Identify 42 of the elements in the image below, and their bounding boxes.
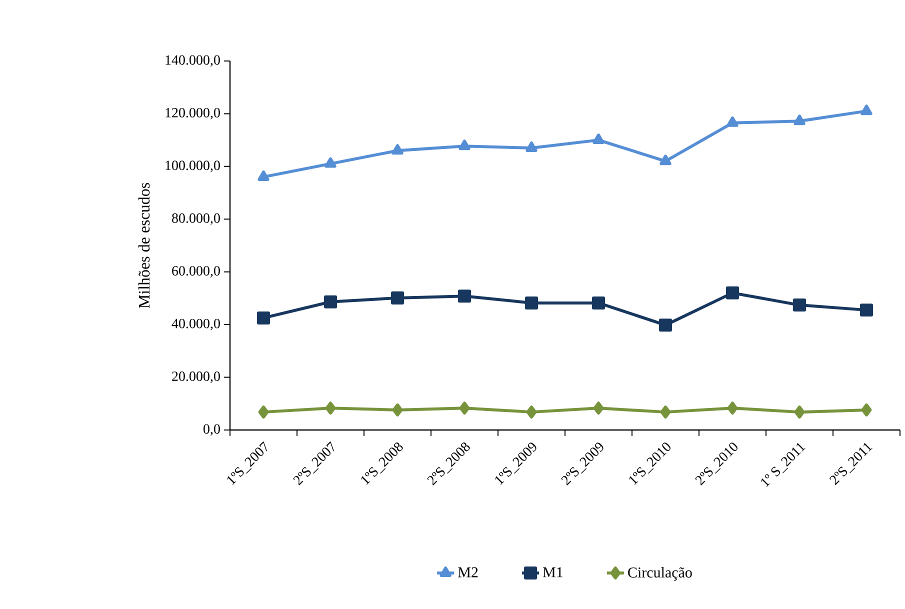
point: [660, 406, 671, 419]
y-tick-label: 20.000,0: [172, 372, 220, 383]
legend-label: Circulação: [628, 567, 692, 581]
point: [660, 154, 672, 166]
point: [794, 406, 805, 419]
y-tick-label: 60.000,0: [172, 266, 220, 278]
point: [525, 296, 538, 310]
point: [727, 402, 738, 415]
point: [726, 116, 738, 127]
point: [391, 291, 404, 304]
point: [861, 403, 872, 416]
point: [392, 403, 403, 416]
y-tick-label: 140.000,0: [166, 55, 220, 67]
point: [257, 311, 270, 324]
y-tick-label: 0,0: [204, 424, 220, 436]
point: [860, 304, 873, 317]
y-axis-title: Milhões de escudos: [138, 182, 150, 308]
point: [592, 134, 604, 144]
y-tick-label: 100.000,0: [166, 160, 220, 172]
point: [324, 295, 338, 308]
point: [592, 296, 605, 310]
point: [459, 402, 470, 415]
point: [526, 141, 538, 152]
point: [392, 144, 404, 155]
point: [325, 402, 336, 415]
point: [526, 406, 537, 419]
point: [860, 104, 872, 116]
point: [258, 170, 270, 181]
point: [458, 140, 470, 150]
point: [593, 402, 604, 415]
point: [659, 318, 672, 332]
point: [258, 406, 269, 419]
y-tick-label: 80.000,0: [172, 213, 220, 225]
point: [793, 298, 806, 312]
legend-label: M1: [542, 567, 562, 578]
legend-label: M2: [458, 567, 478, 578]
point: [794, 114, 806, 126]
y-tick-label: 40.000,0: [172, 318, 220, 330]
y-tick-label: 120.000,0: [166, 108, 220, 120]
point: [458, 290, 472, 303]
point: [324, 157, 336, 168]
point: [726, 286, 740, 300]
